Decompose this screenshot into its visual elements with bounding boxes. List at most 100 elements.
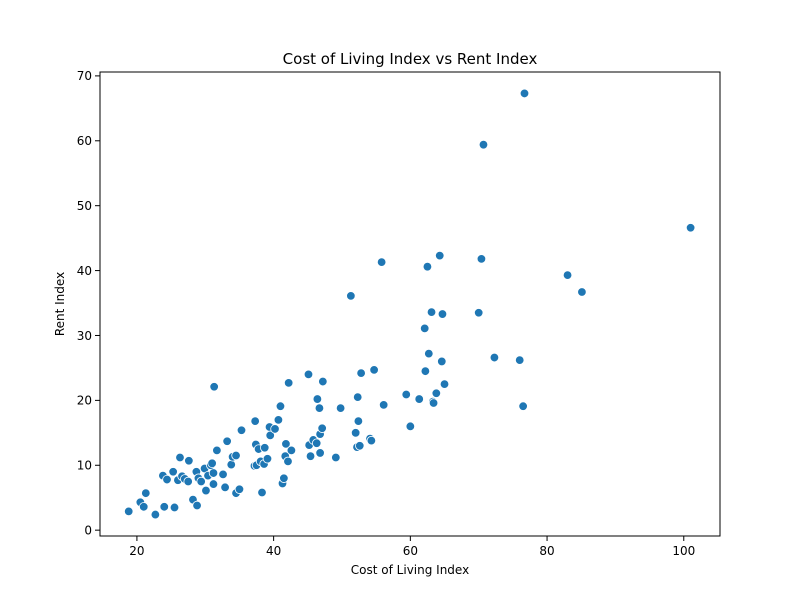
data-point-48 <box>262 454 273 464</box>
data-point-27 <box>208 479 219 489</box>
data-point-87 <box>405 421 416 432</box>
data-point-103 <box>478 139 489 150</box>
data-point-78 <box>355 441 365 451</box>
data-point-100 <box>439 379 450 389</box>
data-point-65 <box>311 438 322 448</box>
data-point-4 <box>150 509 161 520</box>
y-tick-label-7: 70 <box>77 69 92 83</box>
data-point-60 <box>286 445 297 456</box>
data-point-97 <box>435 250 445 261</box>
data-point-104 <box>489 352 500 363</box>
y-tick-label-0: 0 <box>84 523 92 537</box>
data-point-82 <box>366 435 377 446</box>
data-point-9 <box>169 502 180 513</box>
data-point-89 <box>420 323 430 334</box>
data-point-93 <box>426 307 437 317</box>
data-point-83 <box>369 365 379 375</box>
data-point-108 <box>562 270 573 280</box>
data-point-2 <box>139 502 149 512</box>
data-point-7 <box>162 474 172 485</box>
data-point-33 <box>226 459 236 470</box>
x-tick-label-4: 100 <box>672 544 695 558</box>
data-point-18 <box>192 500 202 511</box>
data-point-58 <box>283 456 293 467</box>
data-point-14 <box>183 476 193 487</box>
data-point-53 <box>275 401 286 411</box>
data-point-8 <box>168 467 178 477</box>
data-point-52 <box>273 415 284 425</box>
y-tick-label-5: 50 <box>77 199 92 213</box>
data-point-32 <box>222 436 232 446</box>
data-point-29 <box>212 445 222 456</box>
data-point-28 <box>209 382 219 392</box>
data-point-70 <box>317 423 327 433</box>
plot-frame <box>99 71 721 537</box>
y-tick-label-1: 10 <box>77 459 92 473</box>
data-point-109 <box>577 287 587 297</box>
data-point-31 <box>220 482 230 493</box>
data-point-74 <box>346 291 356 301</box>
data-point-92 <box>424 348 434 359</box>
data-point-38 <box>236 425 247 435</box>
data-point-50 <box>265 430 275 441</box>
data-point-75 <box>350 428 361 438</box>
data-point-102 <box>476 254 487 264</box>
data-point-55 <box>279 473 289 483</box>
data-point-11 <box>175 452 185 463</box>
x-tick-label-1: 40 <box>266 544 281 558</box>
data-point-72 <box>331 452 341 463</box>
data-point-106 <box>518 401 528 411</box>
x-axis-ticks: 20 40 60 80 100 <box>129 536 695 558</box>
data-point-95 <box>428 398 439 408</box>
data-point-51 <box>270 424 280 434</box>
data-point-61 <box>303 369 314 380</box>
data-point-30 <box>218 469 228 480</box>
y-tick-label-6: 60 <box>77 134 92 148</box>
y-tick-label-2: 20 <box>77 394 92 408</box>
data-point-57 <box>281 439 291 449</box>
data-point-59 <box>283 378 294 388</box>
data-point-91 <box>422 261 433 272</box>
data-point-110 <box>685 223 696 233</box>
data-point-20 <box>196 476 206 487</box>
x-tick-label-3: 80 <box>539 544 554 558</box>
data-point-85 <box>378 400 389 410</box>
data-point-22 <box>201 485 211 496</box>
y-axis-ticks: 0 10 20 30 40 50 60 70 <box>77 69 100 537</box>
data-point-96 <box>431 388 442 398</box>
data-point-0 <box>124 506 134 517</box>
data-point-105 <box>515 355 525 365</box>
data-point-41 <box>250 416 260 426</box>
chart-title: Cost of Living Index vs Rent Index <box>283 50 538 68</box>
data-point-73 <box>335 403 346 413</box>
data-point-101 <box>474 308 484 318</box>
data-point-15 <box>184 456 194 466</box>
data-point-63 <box>305 451 316 461</box>
y-axis-label: Rent Index <box>53 272 67 336</box>
data-point-45 <box>257 487 267 498</box>
data-point-107 <box>519 88 530 99</box>
data-point-6 <box>159 502 169 512</box>
data-point-88 <box>414 394 424 404</box>
data-point-25 <box>207 458 217 469</box>
data-point-79 <box>353 392 363 402</box>
data-point-3 <box>141 488 151 498</box>
data-point-67 <box>314 403 325 413</box>
x-axis-label: Cost of Living Index <box>351 563 469 577</box>
data-point-37 <box>234 484 245 494</box>
data-point-98 <box>437 356 447 367</box>
data-point-80 <box>356 368 366 378</box>
x-tick-label-2: 60 <box>403 544 418 558</box>
data-point-86 <box>401 389 411 400</box>
data-point-84 <box>376 257 387 267</box>
data-point-47 <box>260 443 270 453</box>
data-point-77 <box>353 416 364 426</box>
data-point-66 <box>312 394 323 404</box>
y-tick-label-3: 30 <box>77 329 92 343</box>
data-point-90 <box>420 366 431 376</box>
data-point-69 <box>315 448 325 458</box>
points-layer <box>124 88 696 520</box>
x-tick-label-0: 20 <box>129 544 144 558</box>
